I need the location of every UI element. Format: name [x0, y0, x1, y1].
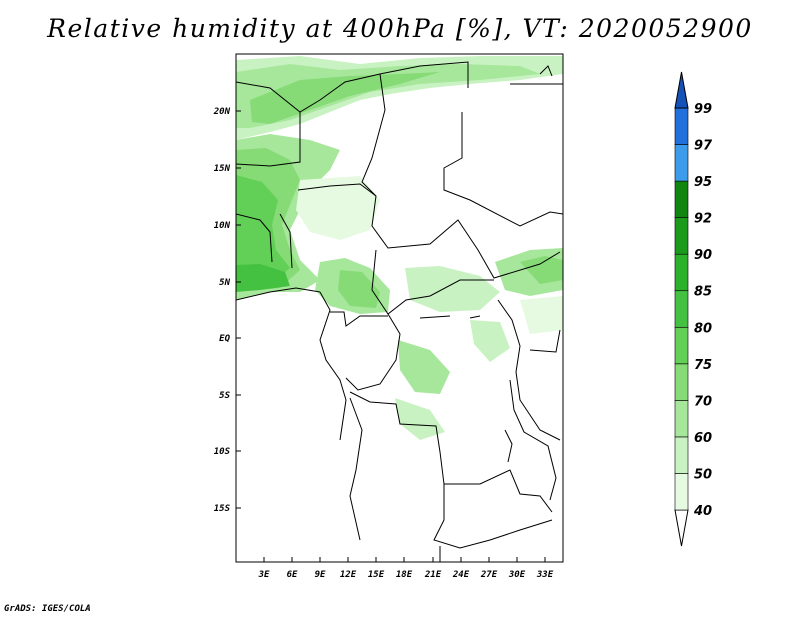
- humidity-zone: [296, 176, 380, 240]
- humidity-shading: [236, 56, 563, 440]
- lat-label: 5S: [219, 391, 230, 401]
- colorbar-triangle-low: [674, 509, 689, 547]
- chart-title: Relative humidity at 400hPa [%], VT: 202…: [47, 14, 753, 43]
- lat-label: 5N: [219, 278, 230, 288]
- colorbar-label: 80: [694, 321, 712, 336]
- humidity-zone: [520, 296, 563, 334]
- axis-ticks: [236, 110, 546, 562]
- colorbar-segment: [674, 144, 689, 182]
- colorbar-segment: [674, 400, 689, 438]
- colorbar-segment: [674, 473, 689, 511]
- colorbar-segment: [674, 253, 689, 292]
- lon-label: 30E: [508, 570, 526, 580]
- colorbar-label: 70: [694, 394, 712, 409]
- colorbar-triangle-high: [674, 71, 689, 109]
- humidity-zone: [470, 320, 510, 362]
- humidity-zone: [338, 270, 380, 308]
- lat-label: 20N: [213, 107, 231, 117]
- colorbar-label: 95: [694, 175, 712, 190]
- humidity-zone: [520, 256, 563, 284]
- country-borders: [236, 61, 563, 562]
- colorbar-segment: [674, 217, 689, 255]
- colorbar-label: 90: [694, 248, 712, 263]
- lon-label: 24E: [452, 570, 470, 580]
- credit-label: GrADS: IGES/COLA: [4, 604, 91, 614]
- colorbar-segment: [674, 290, 689, 328]
- colorbar-segment: [674, 326, 689, 365]
- colorbar-segment: [674, 436, 689, 474]
- lat-label: 10N: [214, 221, 231, 231]
- lon-label: 15E: [368, 570, 385, 580]
- colorbar: 40 50 60 70 75 80 85 90 92 95 97 99: [674, 71, 713, 547]
- lon-label: 33E: [536, 570, 554, 580]
- lon-label: 3E: [258, 570, 270, 580]
- colorbar-segment: [674, 363, 689, 401]
- colorbar-label: 75: [694, 358, 712, 373]
- colorbar-label: 50: [694, 467, 712, 482]
- colorbar-label: 85: [694, 285, 712, 300]
- map-background: [236, 54, 563, 562]
- humidity-zone: [395, 398, 445, 440]
- lat-label: 10S: [214, 447, 231, 457]
- colorbar-label: 99: [694, 102, 712, 117]
- lon-label: 6E: [287, 570, 298, 580]
- lat-label: EQ: [219, 334, 230, 344]
- humidity-zone: [405, 266, 500, 312]
- lon-label: 9E: [315, 570, 326, 580]
- humidity-zone: [398, 340, 450, 394]
- map-frame: [235, 53, 564, 563]
- map-panel: 3E 6E 9E 12E 15E 18E 21E 24E 27E 30E 33E…: [213, 53, 564, 580]
- lon-label: 21E: [424, 570, 442, 580]
- colorbar-label: 92: [694, 212, 712, 227]
- humidity-zone: [236, 175, 290, 286]
- colorbar-label: 97: [694, 139, 713, 154]
- lon-label: 12E: [340, 570, 357, 580]
- colorbar-segment: [674, 107, 689, 145]
- colorbar-label: 40: [693, 504, 712, 519]
- humidity-zone: [250, 72, 440, 124]
- lat-label: 15N: [214, 164, 231, 174]
- latitude-labels: 20N 15N 10N 5N EQ 5S 10S 15S: [213, 107, 231, 514]
- humidity-zone: [236, 264, 290, 292]
- lat-label: 15S: [214, 504, 231, 514]
- colorbar-segment: [674, 180, 689, 218]
- lon-label: 27E: [480, 570, 498, 580]
- colorbar-label: 60: [694, 431, 712, 446]
- longitude-labels: 3E 6E 9E 12E 15E 18E 21E 24E 27E 30E 33E: [258, 570, 554, 580]
- lon-label: 18E: [396, 570, 413, 580]
